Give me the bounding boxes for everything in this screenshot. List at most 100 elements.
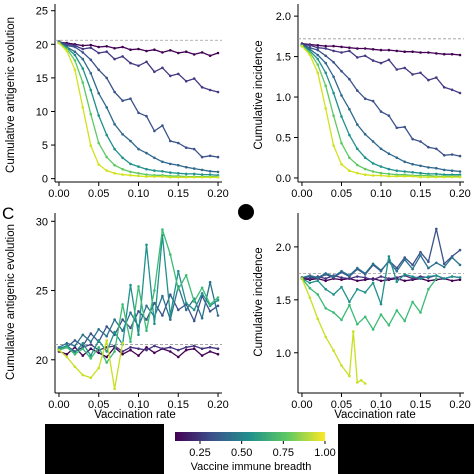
data-point xyxy=(137,347,140,351)
data-point xyxy=(121,352,124,356)
data-point xyxy=(340,278,343,282)
data-point xyxy=(169,318,172,321)
data-point xyxy=(89,58,93,62)
data-point xyxy=(387,172,391,176)
data-point xyxy=(348,303,351,307)
data-point xyxy=(216,352,220,356)
data-point xyxy=(97,92,100,95)
series-line xyxy=(58,281,219,348)
data-point xyxy=(129,139,132,143)
data-point xyxy=(97,366,100,370)
data-point xyxy=(379,302,383,306)
series-line xyxy=(301,278,437,331)
data-point xyxy=(208,170,212,173)
data-point xyxy=(73,344,77,348)
data-point xyxy=(192,147,196,151)
x-tick-label: 0.00 xyxy=(291,399,312,411)
data-point xyxy=(332,144,335,147)
data-point xyxy=(324,54,328,58)
data-point xyxy=(340,115,343,118)
data-point xyxy=(324,287,328,291)
x-tick-label: 0.10 xyxy=(370,399,391,411)
data-point xyxy=(395,49,399,53)
panel-a-ylabel: Cumulative antigenic evolution xyxy=(5,17,17,173)
y-tick-label: 25 xyxy=(36,6,48,18)
data-point xyxy=(403,175,407,178)
panel-b-series xyxy=(298,38,464,179)
data-point xyxy=(340,69,343,73)
data-point xyxy=(458,170,462,173)
data-point xyxy=(97,114,100,117)
data-point xyxy=(403,125,407,129)
data-point xyxy=(105,106,108,109)
data-point xyxy=(387,152,391,155)
data-point xyxy=(427,266,430,270)
data-point xyxy=(379,165,383,168)
data-point xyxy=(332,49,335,53)
data-point xyxy=(145,167,148,171)
data-point xyxy=(177,287,180,291)
data-point xyxy=(169,253,172,256)
data-point xyxy=(427,279,430,283)
data-point xyxy=(403,160,407,164)
data-point xyxy=(411,275,414,278)
data-point xyxy=(379,174,383,177)
data-point xyxy=(427,145,430,149)
data-point xyxy=(113,387,116,391)
x-tick-label: 0.00 xyxy=(48,399,69,411)
data-point xyxy=(427,175,430,179)
data-point xyxy=(137,285,140,288)
data-point xyxy=(458,175,462,179)
data-point xyxy=(427,287,430,291)
data-point xyxy=(105,45,108,48)
data-point xyxy=(348,107,351,111)
y-tick-label: 1.0 xyxy=(276,348,291,360)
panel-c: C Cumulative antigenic evolution 20 25 30 0… xyxy=(2,204,229,421)
data-point xyxy=(427,78,430,82)
data-point xyxy=(200,86,204,89)
data-point xyxy=(411,175,414,178)
data-point xyxy=(192,176,196,179)
y-tick-label: 1.5 xyxy=(276,52,291,64)
data-point xyxy=(216,304,220,308)
data-point xyxy=(121,303,124,306)
data-point xyxy=(89,357,93,360)
panel-a-series xyxy=(55,39,222,179)
data-point xyxy=(153,175,156,178)
data-point xyxy=(324,107,328,110)
data-point xyxy=(442,262,446,266)
data-point xyxy=(145,318,148,321)
x-tick-label: 0.05 xyxy=(331,399,352,411)
data-point xyxy=(113,90,116,94)
data-point xyxy=(184,308,188,312)
data-point xyxy=(450,169,454,172)
data-point xyxy=(145,175,148,178)
data-point xyxy=(348,169,351,172)
data-point xyxy=(113,163,116,167)
data-point xyxy=(97,346,100,349)
data-point xyxy=(332,61,335,64)
data-point xyxy=(200,51,204,54)
data-point xyxy=(153,156,156,160)
data-point xyxy=(73,50,77,53)
y-tick-label: 20 xyxy=(36,355,48,367)
data-point xyxy=(200,286,204,290)
data-point xyxy=(316,48,320,52)
data-point xyxy=(105,355,108,359)
data-point xyxy=(129,174,132,177)
data-point xyxy=(105,325,108,328)
data-point xyxy=(348,156,351,159)
data-point xyxy=(435,277,438,280)
data-point xyxy=(316,44,320,47)
data-point xyxy=(208,303,212,306)
data-point xyxy=(379,313,383,316)
data-point xyxy=(411,137,414,141)
data-point xyxy=(419,164,422,168)
data-point xyxy=(113,147,116,151)
data-point xyxy=(356,171,359,175)
data-point xyxy=(442,52,446,56)
data-point xyxy=(177,72,180,76)
data-point xyxy=(427,260,430,264)
data-point xyxy=(419,311,422,314)
data-point xyxy=(450,256,454,259)
